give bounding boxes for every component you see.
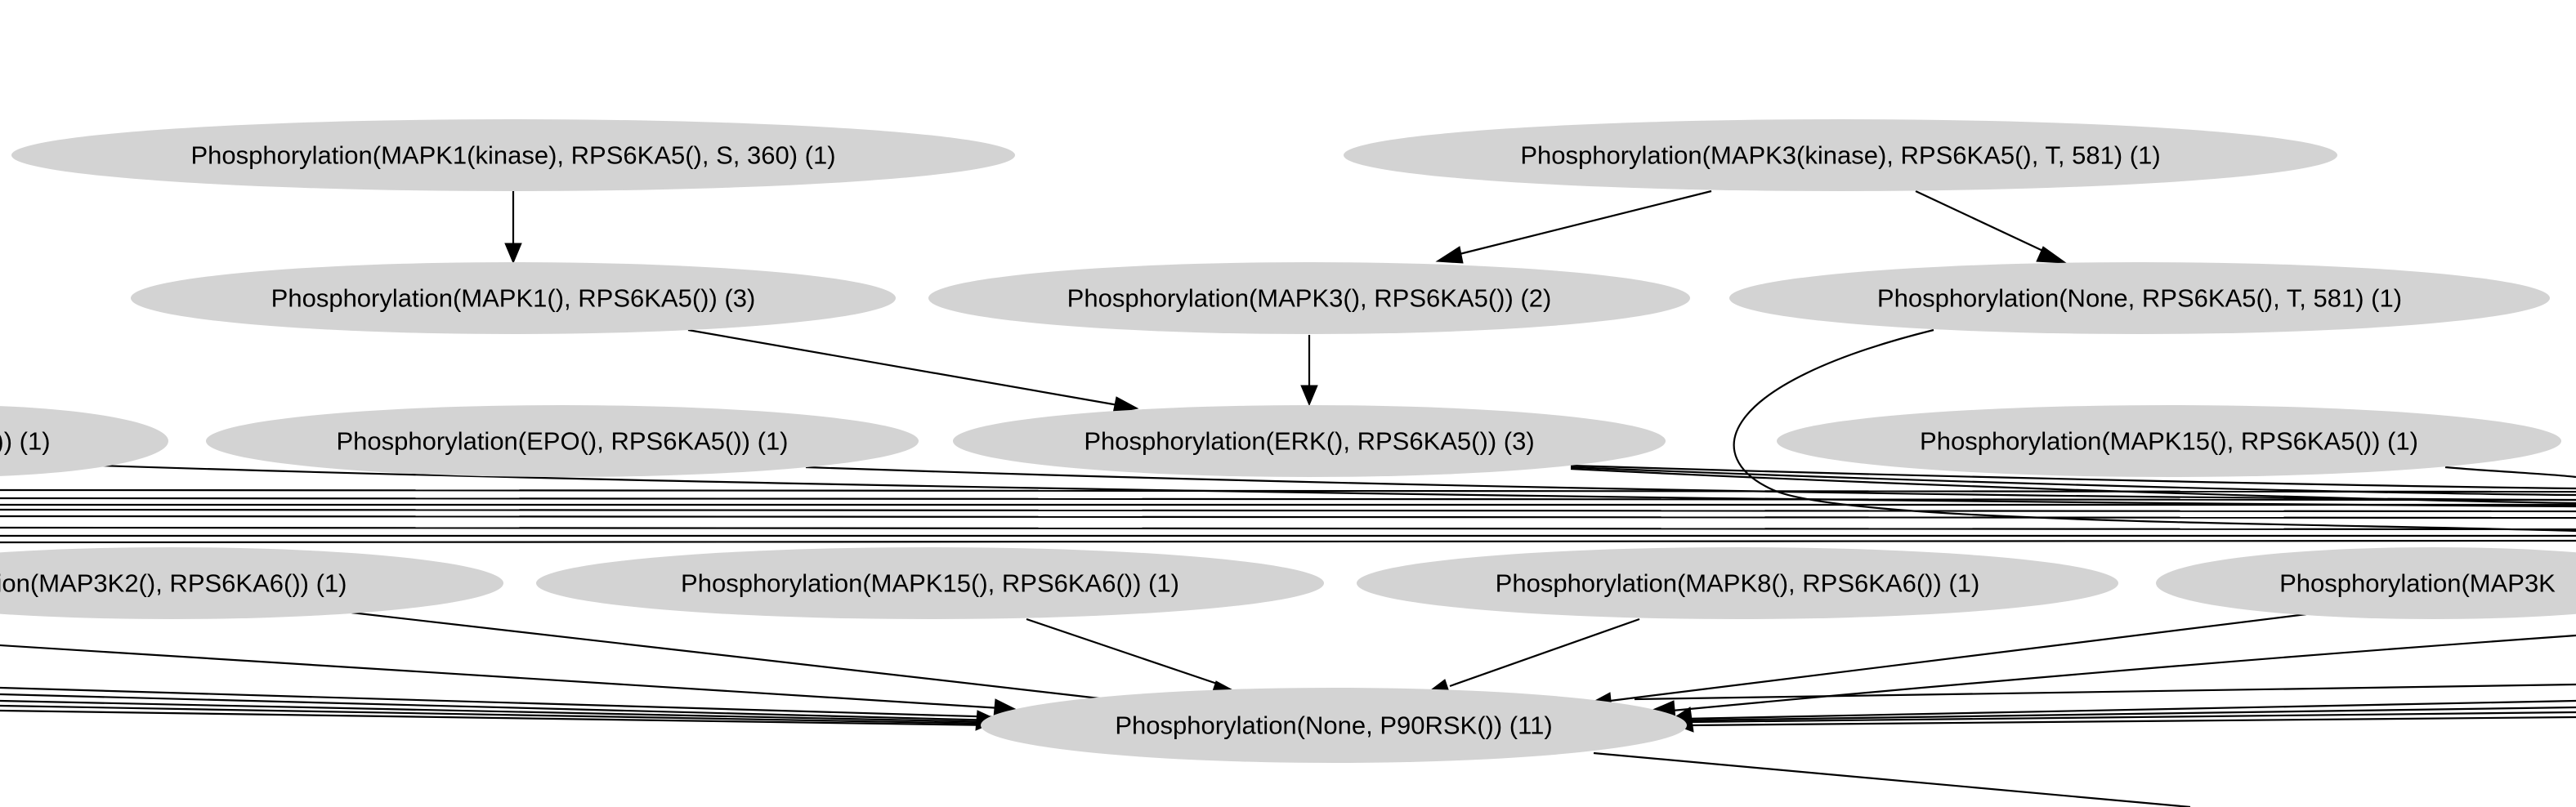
svg-text:Phosphorylation(MAP3K: Phosphorylation(MAP3K [2279,569,2556,598]
svg-text:Phosphorylation(MAPK8(), RPS6K: Phosphorylation(MAPK8(), RPS6KA6()) (1) [1496,569,1980,598]
edge-left-into-n14-4 [0,699,998,724]
edge-n5-to-offscreen [1733,328,2576,533]
edge-n10-to-n14 [351,611,1107,701]
edge-bundle-d [0,508,2576,513]
svg-text:Phosphorylation(MAPK1(kinase),: Phosphorylation(MAPK1(kinase), RPS6KA5()… [190,141,835,170]
nodes: Phosphorylation(MAPK1(kinase), RPS6KA5()… [0,119,2576,763]
node-epo-rps6ka5[interactable]: Phosphorylation(EPO(), RPS6KA5()) (1) [206,405,919,477]
edge-n13-to-n14 [1609,613,2307,702]
edge-left-into-n14-1 [0,644,1014,711]
node-none-p90rsk[interactable]: Phosphorylation(None, P90RSK()) (11) [981,688,1687,763]
edge-left-into-n14-2 [0,686,1003,719]
node-mapk1-kinase-rps6ka5-s360[interactable]: Phosphorylation(MAPK1(kinase), RPS6KA5()… [11,119,1015,191]
arrowhead-icon [504,243,522,265]
node-mapk3-rps6ka5[interactable]: Phosphorylation(MAPK3(), RPS6KA5()) (2) [928,262,1690,334]
svg-text:Phosphorylation(None, P90RSK(): Phosphorylation(None, P90RSK()) (11) [1115,711,1552,740]
svg-text:Phosphorylation(MAPK15(), RPS6: Phosphorylation(MAPK15(), RPS6KA5()) (1) [1920,427,2418,456]
svg-text:)) (1): )) (1) [0,427,51,456]
node-mapk3-kinase-rps6ka5-t581[interactable]: Phosphorylation(MAPK3(kinase), RPS6KA5()… [1344,119,2337,191]
edge-n9-out [2444,466,2576,479]
edge-bundle-h [0,539,2576,544]
node-none-rps6ka5-t581[interactable]: Phosphorylation(None, RPS6KA5(), T, 581)… [1729,262,2550,334]
edge-bundle-b [0,497,2576,502]
node-partial-left-row3[interactable]: )) (1) [0,405,168,477]
arrowhead-icon [1300,385,1318,407]
arrowhead-icon [2036,246,2068,264]
edge-right-into-n14-6 [1689,716,2576,727]
edge-left-into-n14-6 [0,709,996,727]
node-erk-rps6ka5[interactable]: Phosphorylation(ERK(), RPS6KA5()) (3) [953,405,1666,477]
edge-n8-out-2 [1570,466,2576,497]
edge-right-into-n14-2 [1634,683,2576,701]
node-mapk8-rps6ka6[interactable]: Phosphorylation(MAPK8(), RPS6KA6()) (1) [1357,547,2118,619]
svg-text:ion(MAP3K2(), RPS6KA6()) (1): ion(MAP3K2(), RPS6KA6()) (1) [0,569,347,598]
node-mapk15-rps6ka6[interactable]: Phosphorylation(MAPK15(), RPS6KA6()) (1) [536,547,1324,619]
svg-text:Phosphorylation(EPO(), RPS6KA5: Phosphorylation(EPO(), RPS6KA5()) (1) [336,427,788,456]
edge-n11-to-n14 [1026,618,1225,688]
edge-left-into-n14-3 [0,693,1000,722]
edge-bundle-f [0,526,2576,531]
svg-text:Phosphorylation(MAPK3(kinase),: Phosphorylation(MAPK3(kinase), RPS6KA5()… [1520,141,2160,170]
svg-text:Phosphorylation(MAPK15(), RPS6: Phosphorylation(MAPK15(), RPS6KA6()) (1) [681,569,1179,598]
edge-n2-to-n4 [1456,189,1712,256]
edge-left-into-n14-5 [0,704,996,725]
edges [0,189,2576,807]
edge-right-into-n14-5 [1688,711,2576,724]
edge-right-into-n14-3 [1683,699,2576,720]
edge-bundle-e [0,515,2576,519]
arrowhead-icon [1435,246,1464,264]
edge-n8-out-1 [1570,464,2576,490]
edge-n14-out [1593,751,2191,807]
edge-n12-to-n14 [1449,618,1640,688]
edge-n2-to-n5 [1915,190,2049,254]
svg-text:Phosphorylation(MAPK3(), RPS6K: Phosphorylation(MAPK3(), RPS6KA5()) (2) [1067,284,1552,313]
node-mapk1-rps6ka5[interactable]: Phosphorylation(MAPK1(), RPS6KA5()) (3) [131,262,896,334]
svg-text:Phosphorylation(MAPK1(), RPS6K: Phosphorylation(MAPK1(), RPS6KA5()) (3) [271,284,756,313]
node-map3k-partial-right[interactable]: Phosphorylation(MAP3K [2156,547,2576,619]
edge-n3-to-n8 [687,328,1119,407]
edge-bundle-a [0,488,2576,493]
node-map3k2-rps6ka6-partial[interactable]: ion(MAP3K2(), RPS6KA6()) (1) [0,547,503,619]
svg-text:Phosphorylation(None, RPS6KA5(: Phosphorylation(None, RPS6KA5(), T, 581)… [1877,284,2402,313]
svg-text:Phosphorylation(ERK(), RPS6KA5: Phosphorylation(ERK(), RPS6KA5()) (3) [1084,427,1534,456]
edge-right-into-n14-1 [1671,634,2576,712]
edge-right-into-n14-4 [1686,706,2576,722]
node-mapk15-rps6ka5[interactable]: Phosphorylation(MAPK15(), RPS6KA5()) (1) [1777,405,2561,477]
